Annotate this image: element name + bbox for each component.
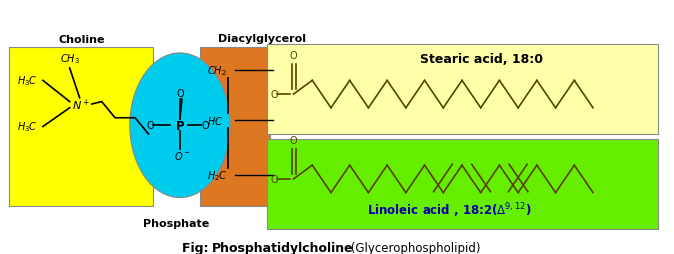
FancyBboxPatch shape xyxy=(267,139,658,229)
Text: Stearic acid, 18:0: Stearic acid, 18:0 xyxy=(421,53,543,66)
Text: $HC$: $HC$ xyxy=(207,115,223,127)
Text: $O^-$: $O^-$ xyxy=(174,150,191,162)
FancyBboxPatch shape xyxy=(200,47,270,207)
Text: $H_2C$: $H_2C$ xyxy=(207,169,227,182)
Text: O: O xyxy=(290,136,297,146)
Text: O: O xyxy=(146,121,154,131)
Text: $CH_3$: $CH_3$ xyxy=(60,52,80,66)
Text: Diacylglycerol: Diacylglycerol xyxy=(218,34,306,44)
Text: Phosphatidylcholine: Phosphatidylcholine xyxy=(212,242,354,254)
Text: $N^+$: $N^+$ xyxy=(72,97,90,112)
Text: O: O xyxy=(176,88,184,99)
Text: Phosphate: Phosphate xyxy=(144,218,210,228)
Text: P: P xyxy=(176,119,184,132)
Text: Fig:: Fig: xyxy=(182,242,213,254)
FancyBboxPatch shape xyxy=(267,45,658,134)
Text: $CH_2$: $CH_2$ xyxy=(207,64,226,78)
FancyBboxPatch shape xyxy=(9,47,153,207)
Text: O: O xyxy=(202,121,209,131)
Text: Choline: Choline xyxy=(58,35,104,45)
Text: Linoleic acid , 18:2($\Delta^{9, 12}$): Linoleic acid , 18:2($\Delta^{9, 12}$) xyxy=(367,200,531,219)
Text: $H_3C$: $H_3C$ xyxy=(18,74,38,88)
Text: (Glycerophospholipid): (Glycerophospholipid) xyxy=(347,242,481,254)
Ellipse shape xyxy=(130,54,230,198)
Text: $H_3C$: $H_3C$ xyxy=(18,120,38,134)
Text: O: O xyxy=(270,174,278,184)
Text: O: O xyxy=(270,90,278,100)
Text: O: O xyxy=(290,51,297,61)
